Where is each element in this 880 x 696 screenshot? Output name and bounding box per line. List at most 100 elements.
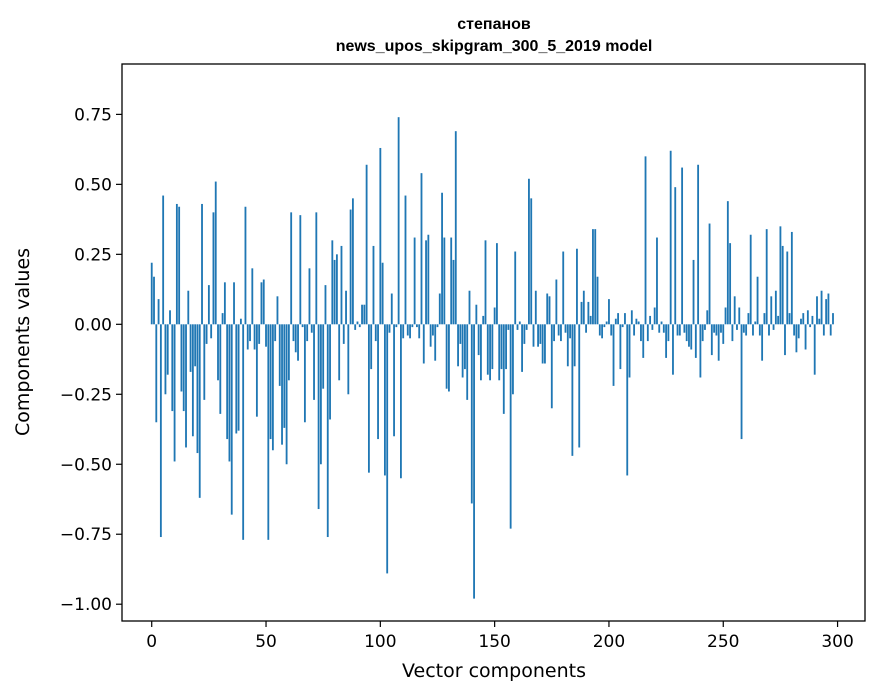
bar-121 (427, 234, 430, 325)
y-axis-label: Components values (12, 248, 34, 436)
bar-247 (715, 324, 718, 336)
bar-103 (386, 324, 389, 574)
bar-259 (742, 324, 745, 333)
bar-155 (505, 324, 507, 370)
bar-269 (765, 229, 768, 325)
bar-37 (235, 324, 238, 434)
bar-9 (171, 324, 174, 412)
bar-226 (667, 324, 670, 342)
bar-271 (770, 296, 773, 325)
bar-244 (708, 223, 711, 325)
bar-11 (175, 203, 178, 325)
bar-133 (454, 131, 457, 325)
bar-41 (244, 206, 247, 325)
bar-177 (555, 279, 558, 325)
bar-243 (706, 310, 709, 325)
bar-146 (484, 240, 487, 325)
bar-255 (733, 296, 736, 325)
bar-268 (763, 313, 766, 325)
bar-73 (317, 324, 320, 510)
bar-262 (749, 234, 752, 325)
bar-287 (806, 310, 809, 325)
bar-171 (541, 324, 544, 364)
bar-256 (736, 324, 738, 330)
bar-116 (416, 324, 418, 328)
bar-296 (827, 293, 830, 325)
bar-58 (283, 324, 286, 428)
bar-96 (370, 324, 373, 370)
bar-142 (475, 304, 478, 325)
bar-134 (457, 324, 459, 367)
bar-141 (473, 324, 475, 599)
bar-238 (694, 324, 697, 358)
bar-184 (571, 324, 574, 456)
bar-91 (358, 324, 361, 328)
bar-138 (466, 324, 469, 400)
bar-192 (589, 315, 592, 325)
bar-264 (754, 321, 757, 325)
bar-70 (310, 324, 313, 333)
bar-248 (717, 324, 720, 361)
x-tick-label: 150 (478, 632, 510, 652)
bar-43 (249, 324, 251, 342)
bar-7 (166, 324, 169, 375)
bar-298 (832, 313, 834, 325)
bar-26 (210, 324, 213, 339)
bar-203 (614, 318, 617, 325)
bar-99 (377, 324, 379, 440)
bar-123 (432, 324, 434, 336)
bar-98 (374, 324, 377, 342)
bar-49 (262, 279, 265, 325)
bar-109 (400, 324, 402, 479)
bar-266 (758, 324, 761, 336)
bar-163 (523, 324, 526, 344)
bar-6 (164, 324, 167, 395)
bar-130 (448, 324, 450, 392)
bar-221 (656, 237, 658, 325)
bar-92 (361, 304, 363, 325)
bar-233 (683, 324, 686, 333)
bar-69 (308, 268, 311, 325)
bar-252 (726, 201, 729, 325)
bar-114 (411, 324, 414, 328)
bar-292 (818, 318, 821, 325)
bar-29 (217, 324, 219, 381)
bar-197 (601, 324, 604, 339)
bar-236 (690, 324, 693, 350)
bar-47 (258, 324, 261, 344)
bar-127 (441, 192, 443, 325)
chart-subtitle: news_upos_skipgram_300_5_2019 model (336, 38, 653, 55)
bar-283 (797, 324, 800, 339)
plot-area-frame (121, 63, 866, 622)
bar-242 (704, 324, 706, 330)
bar-174 (548, 296, 551, 325)
bar-202 (612, 324, 615, 386)
bar-30 (219, 324, 222, 414)
bar-263 (752, 324, 754, 336)
bar-60 (287, 324, 290, 381)
bar-267 (761, 324, 764, 361)
bar-228 (672, 324, 674, 375)
bar-61 (290, 212, 293, 325)
bar-222 (658, 324, 661, 333)
bar-166 (530, 198, 533, 325)
bar-204 (617, 313, 620, 325)
bar-273 (774, 290, 777, 325)
bar-36 (233, 282, 235, 325)
bar-4 (159, 324, 162, 538)
bar-125 (436, 324, 439, 328)
bar-295 (825, 299, 828, 325)
bar-288 (809, 324, 812, 328)
x-axis: 0 50 100 150 200 250 300 (146, 621, 854, 652)
bar-16 (187, 290, 190, 325)
y-tick-label: 0.25 (74, 245, 112, 265)
bar-64 (297, 324, 299, 361)
bar-45 (253, 324, 256, 350)
y-tick-label: 0.50 (74, 175, 112, 195)
bar-211 (633, 324, 636, 336)
bar-150 (493, 307, 496, 325)
bar-126 (438, 293, 441, 325)
bar-260 (745, 324, 748, 336)
bar-86 (347, 324, 350, 395)
bar-48 (260, 282, 263, 325)
